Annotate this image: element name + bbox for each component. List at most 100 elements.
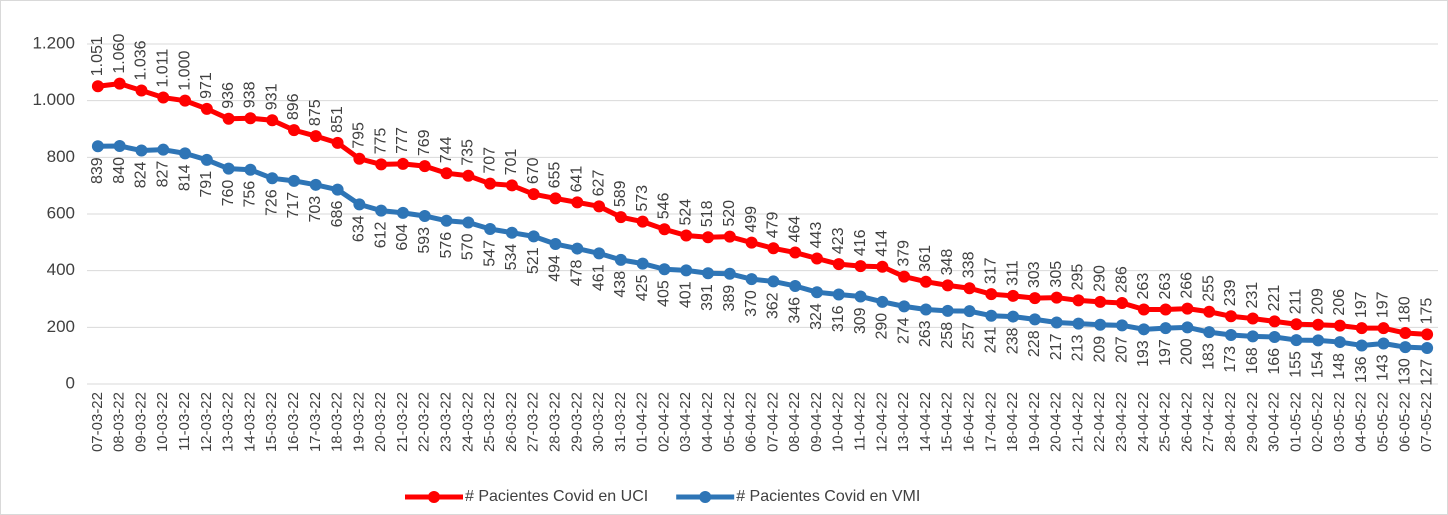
data-point — [157, 91, 170, 104]
data-label: 231 — [1244, 282, 1261, 309]
data-point — [1290, 318, 1303, 331]
x-tick-label: 13-04-22 — [895, 392, 912, 452]
data-point — [396, 157, 409, 170]
data-point — [919, 303, 932, 316]
data-label: 839 — [89, 157, 106, 184]
x-tick-label: 09-04-22 — [808, 392, 825, 452]
data-point — [810, 286, 823, 299]
data-label: 423 — [830, 227, 847, 254]
data-label: 197 — [1353, 291, 1370, 318]
data-point — [462, 169, 475, 182]
data-label: 1.051 — [89, 36, 106, 76]
data-label: 290 — [1091, 265, 1108, 292]
data-label: 604 — [394, 224, 411, 251]
x-tick-label: 15-03-22 — [263, 392, 280, 452]
data-label: 735 — [460, 139, 477, 166]
data-label: 1.000 — [176, 51, 193, 91]
data-label: 155 — [1288, 351, 1305, 378]
data-label: 305 — [1048, 261, 1065, 288]
data-label: 851 — [329, 106, 346, 133]
data-point — [1399, 327, 1412, 339]
x-tick-label: 01-05-22 — [1287, 392, 1304, 452]
data-label: 168 — [1244, 347, 1261, 374]
x-tick-label: 07-04-22 — [764, 392, 781, 452]
data-label: 416 — [852, 229, 869, 256]
data-label: 290 — [874, 313, 891, 340]
data-point — [636, 257, 649, 270]
x-tick-label: 22-04-22 — [1091, 392, 1108, 452]
data-label: 814 — [176, 164, 193, 191]
data-point — [1050, 316, 1063, 329]
data-point — [1094, 295, 1107, 308]
data-point — [244, 112, 257, 125]
data-point — [331, 183, 344, 196]
x-tick-label: 24-03-22 — [459, 392, 476, 452]
data-point — [614, 253, 627, 266]
data-label: 524 — [677, 199, 694, 226]
y-tick-label: 800 — [47, 147, 75, 166]
data-point — [702, 267, 715, 280]
data-point — [309, 130, 322, 143]
data-point — [549, 192, 562, 205]
x-tick-label: 25-03-22 — [481, 392, 498, 452]
data-point — [898, 300, 911, 313]
data-label: 228 — [1026, 330, 1043, 357]
data-point — [898, 270, 911, 283]
x-tick-label: 30-04-22 — [1266, 392, 1283, 452]
x-tick-label: 19-04-22 — [1026, 392, 1043, 452]
data-label: 239 — [1222, 279, 1239, 306]
data-label: 478 — [569, 259, 586, 286]
data-point — [985, 309, 998, 322]
data-label: 703 — [307, 196, 324, 223]
data-point — [1072, 317, 1085, 330]
x-tick-label: 18-03-22 — [329, 392, 346, 452]
x-tick-label: 04-05-22 — [1353, 392, 1370, 452]
data-label: 655 — [547, 162, 564, 189]
data-point — [854, 260, 867, 273]
data-label: 875 — [307, 99, 324, 126]
data-point — [658, 263, 671, 276]
data-point — [1421, 342, 1434, 355]
data-point — [680, 264, 693, 277]
data-label: 576 — [438, 232, 455, 259]
data-point — [1116, 296, 1129, 309]
x-tick-label: 24-04-22 — [1135, 392, 1152, 452]
data-point — [1312, 318, 1325, 331]
data-label: 775 — [372, 128, 389, 155]
data-label: 258 — [939, 322, 956, 349]
y-tick-label: 1.200 — [32, 33, 75, 52]
data-point — [200, 153, 213, 166]
data-label: 286 — [1113, 266, 1130, 293]
data-point — [375, 158, 388, 171]
data-label: 154 — [1309, 351, 1326, 378]
data-label: 173 — [1222, 346, 1239, 373]
data-point — [1224, 310, 1237, 323]
x-tick-label: 05-04-22 — [721, 392, 738, 452]
y-tick-label: 0 — [66, 373, 75, 392]
x-tick-label: 02-04-22 — [655, 392, 672, 452]
data-label: 311 — [1004, 260, 1021, 286]
x-tick-label: 09-03-22 — [132, 392, 149, 452]
data-point — [113, 77, 126, 90]
data-label: 1.060 — [111, 34, 128, 74]
data-point — [1377, 337, 1390, 350]
data-point — [789, 279, 802, 292]
x-tick-label: 06-05-22 — [1396, 392, 1413, 452]
data-point — [941, 304, 954, 317]
data-label: 634 — [351, 215, 368, 242]
data-label: 348 — [939, 249, 956, 276]
data-point — [810, 252, 823, 265]
x-tick-label: 08-04-22 — [786, 392, 803, 452]
data-point — [1333, 336, 1346, 349]
data-point — [418, 160, 431, 173]
data-label: 193 — [1135, 340, 1152, 367]
data-point — [462, 216, 475, 229]
x-tick-label: 20-03-22 — [372, 392, 389, 452]
data-point — [1007, 310, 1020, 323]
data-point — [745, 236, 758, 249]
data-label: 180 — [1397, 296, 1414, 323]
x-tick-label: 17-03-22 — [307, 392, 324, 452]
x-tick-label: 21-04-22 — [1069, 392, 1086, 452]
x-tick-label: 15-04-22 — [939, 392, 956, 452]
legend-label: # Pacientes Covid en UCI — [465, 488, 648, 505]
